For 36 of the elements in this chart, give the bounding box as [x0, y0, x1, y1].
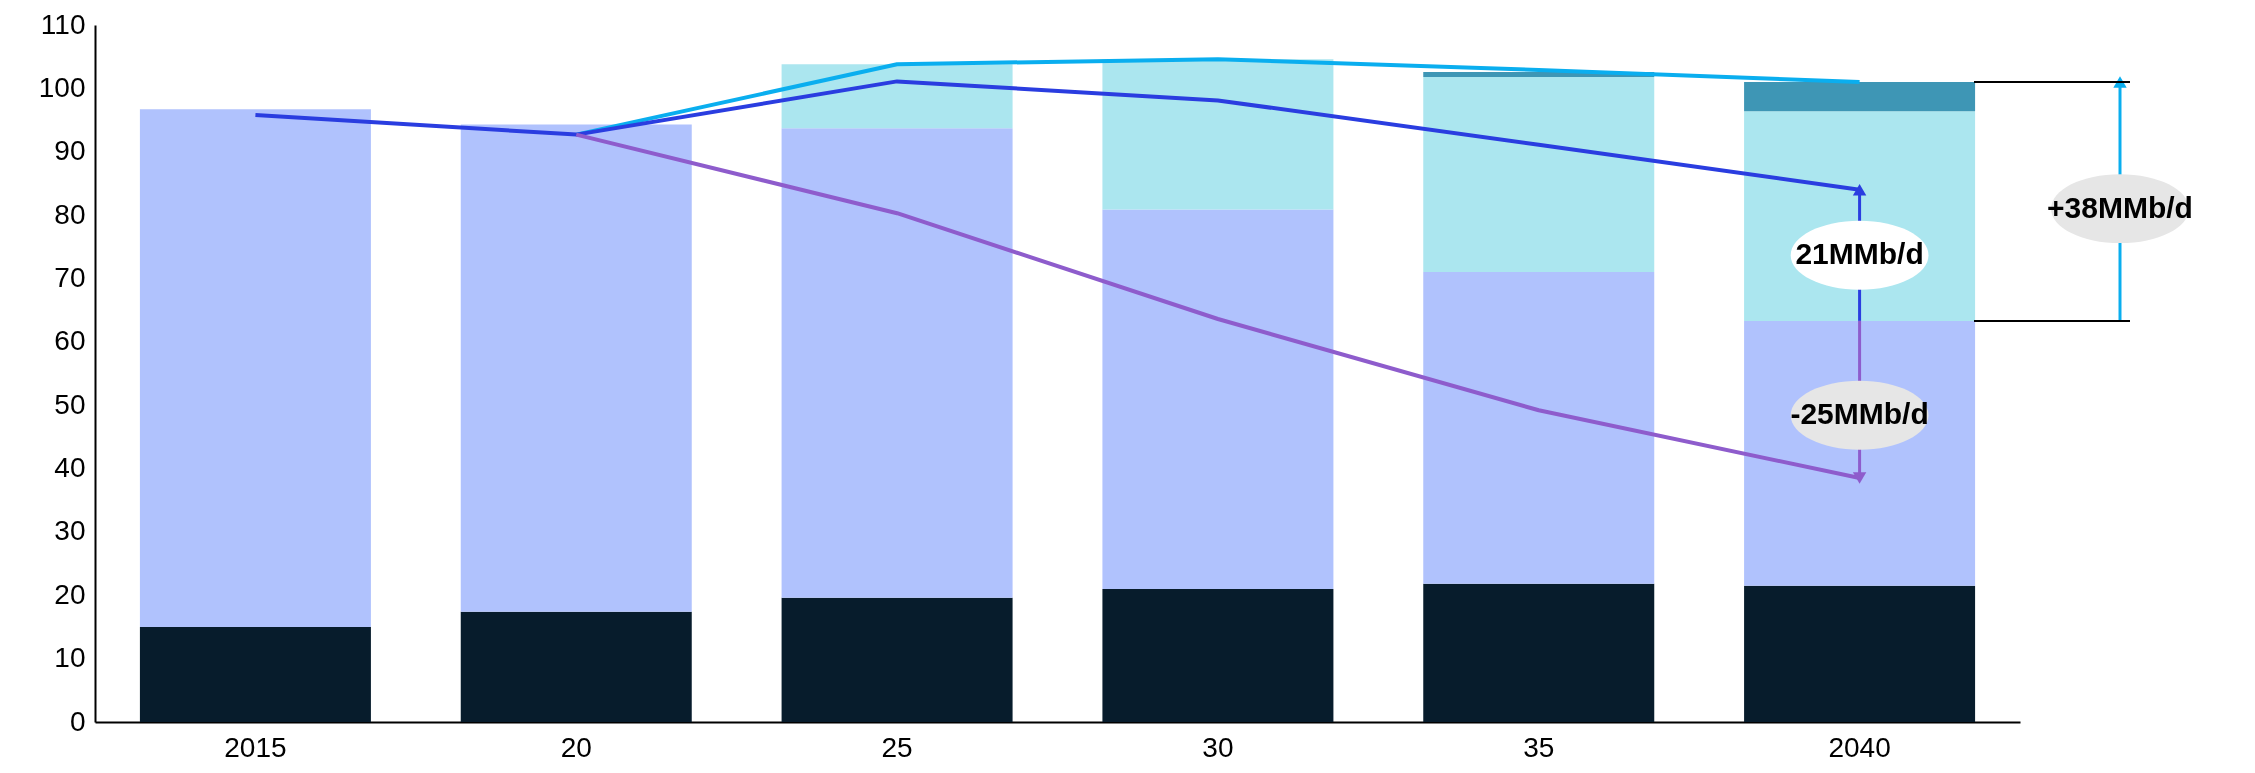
- y-tick-label: 20: [54, 578, 86, 610]
- bar: [1744, 82, 1976, 112]
- y-tick-label: 30: [54, 515, 86, 547]
- annotation: 21MMb/d: [1795, 237, 1924, 271]
- y-tick-label: 50: [54, 388, 86, 420]
- x-tick-label: 35: [1523, 731, 1555, 763]
- bar: [139, 109, 371, 627]
- y-tick-label: 100: [38, 71, 86, 103]
- text: +38MMb/d: [2047, 190, 2193, 224]
- bar: [139, 626, 371, 722]
- bar: [1423, 76, 1655, 273]
- bar: [1423, 583, 1655, 722]
- y-tick-label: 60: [54, 325, 86, 357]
- bar: [1102, 588, 1334, 722]
- y-tick-label: 70: [54, 261, 86, 293]
- y-tick-label: 80: [54, 198, 86, 230]
- bar: [1102, 59, 1334, 210]
- bar: [460, 611, 692, 722]
- y-tick-label: 90: [54, 135, 86, 167]
- bar: [1744, 585, 1976, 722]
- bar: [781, 597, 1013, 722]
- x-tick-label: 20: [560, 731, 592, 763]
- bar: [460, 124, 692, 612]
- x-tick-label: 30: [1202, 731, 1234, 763]
- x-tick-label: 2015: [224, 731, 287, 763]
- bar: [781, 128, 1013, 598]
- x-tick-label: 2040: [1828, 731, 1891, 763]
- y-tick-label: 40: [54, 452, 86, 484]
- y-tick-label: 110: [40, 8, 86, 40]
- y-tick-label: 0: [69, 705, 86, 737]
- bar: [1423, 272, 1655, 584]
- bar: [1102, 209, 1334, 589]
- annotation: -25MMb/d: [1790, 397, 1929, 431]
- x-tick-label: 25: [881, 731, 913, 763]
- y-tick-label: 10: [54, 642, 86, 674]
- bar: [781, 64, 1013, 129]
